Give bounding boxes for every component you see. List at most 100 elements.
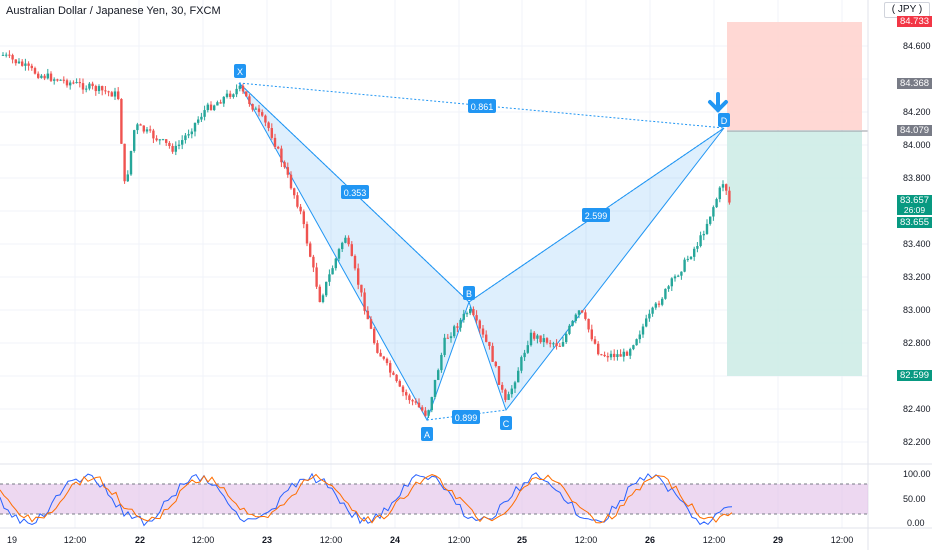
candle-body bbox=[75, 82, 78, 84]
candle-body bbox=[721, 184, 725, 188]
svg-text:12:00: 12:00 bbox=[448, 535, 471, 545]
candle-body bbox=[565, 333, 568, 343]
candle-body bbox=[728, 190, 731, 203]
candle-body bbox=[155, 138, 158, 141]
entry-price-tag: 84.079 bbox=[897, 125, 932, 136]
candle-body bbox=[593, 339, 597, 344]
candle-body bbox=[293, 188, 296, 196]
candle-body bbox=[603, 354, 606, 357]
svg-text:83.000: 83.000 bbox=[903, 305, 931, 315]
candle-body bbox=[302, 211, 305, 225]
candle-body bbox=[101, 86, 104, 91]
candle-body bbox=[430, 397, 433, 411]
candle-body bbox=[555, 343, 558, 346]
candle-body bbox=[465, 313, 469, 315]
candle-body bbox=[613, 353, 616, 358]
candle-body bbox=[443, 337, 446, 355]
candle-body bbox=[270, 128, 273, 138]
candle-body bbox=[440, 354, 443, 371]
candle-body bbox=[485, 334, 488, 342]
svg-text:0.00: 0.00 bbox=[907, 518, 925, 528]
candle-body bbox=[369, 319, 373, 329]
candle-body bbox=[289, 174, 293, 189]
candle-body bbox=[65, 80, 69, 86]
candle-body bbox=[491, 345, 494, 362]
candle-body bbox=[597, 343, 600, 355]
candle-body bbox=[616, 354, 619, 358]
candle-body bbox=[315, 267, 318, 287]
candle-body bbox=[85, 88, 88, 90]
candle-body bbox=[37, 73, 40, 78]
candle-body bbox=[664, 288, 667, 299]
candlestick-series bbox=[1, 50, 731, 419]
candle-body bbox=[673, 276, 677, 279]
candle-body bbox=[81, 83, 85, 90]
candle-body bbox=[229, 93, 232, 97]
svg-text:12:00: 12:00 bbox=[64, 535, 87, 545]
candle-body bbox=[264, 115, 267, 123]
candle-body bbox=[24, 63, 27, 66]
svg-text:0.353: 0.353 bbox=[344, 188, 367, 198]
candle-body bbox=[417, 402, 421, 408]
candle-body bbox=[328, 274, 331, 282]
candle-body bbox=[686, 258, 689, 260]
candle-body bbox=[654, 303, 657, 308]
stop-price-tag: 84.733 bbox=[897, 16, 932, 27]
candle-body bbox=[363, 292, 366, 311]
target-zone[interactable] bbox=[727, 131, 862, 376]
svg-text:2.599: 2.599 bbox=[585, 211, 608, 221]
candle-body bbox=[107, 91, 110, 93]
price-axis[interactable]: 84.600 84.200 84.000 83.800 83.400 83.20… bbox=[903, 41, 931, 447]
candle-body bbox=[152, 130, 155, 139]
time-axis[interactable]: 19 12:00 22 12:00 23 12:00 24 12:00 25 1… bbox=[7, 535, 853, 545]
candle-body bbox=[705, 223, 709, 234]
candle-body bbox=[165, 139, 168, 143]
candle-body bbox=[715, 199, 718, 208]
candle-body bbox=[168, 142, 171, 147]
candle-body bbox=[494, 361, 497, 367]
symbol-title[interactable]: Australian Dollar / Japanese Yen, 30, FX… bbox=[6, 5, 221, 17]
candle-body bbox=[427, 410, 430, 416]
svg-text:84.600: 84.600 bbox=[903, 41, 931, 51]
candle-body bbox=[670, 278, 673, 287]
candle-body bbox=[411, 400, 414, 402]
candle-body bbox=[379, 352, 382, 357]
candle-body bbox=[219, 102, 222, 104]
candle-body bbox=[648, 313, 651, 319]
candle-body bbox=[459, 319, 462, 328]
candle-body bbox=[30, 65, 33, 69]
candle-body bbox=[523, 352, 526, 358]
candle-body bbox=[123, 143, 126, 182]
candle-body bbox=[696, 246, 699, 249]
candle-body bbox=[520, 357, 523, 371]
candle-body bbox=[161, 139, 165, 141]
candle-body bbox=[273, 137, 277, 147]
stochastic-oscillator[interactable] bbox=[0, 472, 868, 527]
svg-text:23: 23 bbox=[262, 535, 272, 545]
candle-body bbox=[104, 90, 107, 92]
pattern-label-b: B bbox=[463, 286, 475, 300]
candle-body bbox=[331, 268, 334, 275]
candle-body bbox=[472, 309, 475, 316]
candle-body bbox=[305, 224, 309, 244]
candle-body bbox=[33, 68, 37, 74]
candle-body bbox=[142, 125, 145, 132]
candle-body bbox=[549, 342, 552, 344]
candle-body bbox=[385, 358, 389, 364]
stop-zone[interactable] bbox=[727, 22, 862, 130]
harmonic-pattern[interactable] bbox=[238, 82, 725, 422]
candle-body bbox=[283, 162, 286, 168]
candle-body bbox=[238, 85, 241, 89]
candle-body bbox=[609, 353, 613, 358]
candle-body bbox=[8, 54, 11, 56]
candle-body bbox=[69, 82, 72, 86]
candle-body bbox=[206, 104, 209, 111]
candle-body bbox=[88, 83, 91, 89]
candle-body bbox=[606, 356, 609, 358]
svg-text:12:00: 12:00 bbox=[320, 535, 343, 545]
pattern-label-a: A bbox=[421, 427, 433, 441]
candle-body bbox=[203, 110, 206, 117]
candle-body bbox=[590, 329, 593, 340]
svg-text:12:00: 12:00 bbox=[703, 535, 726, 545]
